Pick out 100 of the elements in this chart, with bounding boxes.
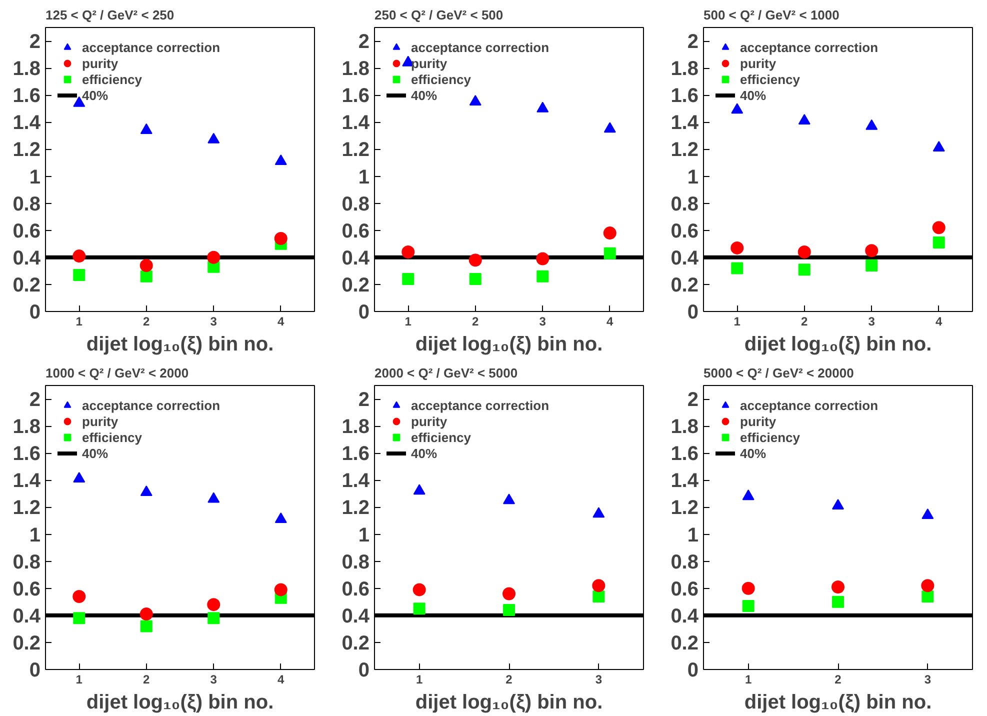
y-tick-label: 0.4 <box>12 605 42 628</box>
legend-label: acceptance correction <box>740 397 878 413</box>
y-tick-label: 0 <box>687 302 698 324</box>
y-tick-label: 1.8 <box>342 58 370 80</box>
y-tick-label: 1.2 <box>670 139 699 162</box>
legend-label: efficiency <box>411 71 471 87</box>
y-tick-label: 0 <box>29 660 40 682</box>
x-axis-title: dijet log₁₀(ξ) bin no. <box>415 334 603 356</box>
y-tick-label: 1.8 <box>670 416 699 438</box>
y-tick-label: 0.6 <box>670 578 699 600</box>
y-tick-label: 0 <box>358 302 370 324</box>
x-tick-label: 2 <box>506 672 513 686</box>
chart-title: 1000 < Q² / GeV² < 2000 <box>46 366 189 380</box>
y-tick-label: 1.2 <box>342 139 370 162</box>
y-tick-label: 0.8 <box>342 551 370 574</box>
y-tick-label: 0.6 <box>12 220 41 242</box>
legend-label: purity <box>411 413 448 429</box>
y-tick-label: 0.6 <box>12 578 41 600</box>
y-tick-label: 1.2 <box>342 497 370 520</box>
y-tick-label: 1.6 <box>342 443 370 466</box>
y-tick-label: 0.8 <box>12 551 41 574</box>
y-tick-label: 0 <box>29 302 40 324</box>
x-tick-label: 1 <box>744 672 752 686</box>
x-axis-title: dijet log₁₀(ξ) bin no. <box>86 692 274 714</box>
y-tick-label: 1 <box>687 166 698 188</box>
y-tick-label: 1.4 <box>342 112 370 134</box>
y-tick-label: 1 <box>358 166 370 188</box>
y-tick-label: 1.4 <box>670 470 700 492</box>
y-tick-label: 1 <box>29 166 40 188</box>
legend-label: efficiency <box>82 429 142 445</box>
legend-label: efficiency <box>411 429 471 445</box>
y-tick-label: 0 <box>358 660 370 682</box>
legend-label: 40% <box>740 87 766 103</box>
legend-label: acceptance correction <box>740 39 878 55</box>
y-tick-label: 0.2 <box>342 632 370 654</box>
y-tick-label: 1.8 <box>670 58 699 80</box>
y-tick-label: 1.4 <box>12 470 42 492</box>
y-tick-label: 2 <box>29 31 40 54</box>
y-tick-label: 1 <box>687 524 698 546</box>
chart-title: 5000 < Q² / GeV² < 20000 <box>704 366 854 380</box>
x-tick-label: 4 <box>278 672 285 686</box>
y-tick-label: 0 <box>687 660 698 682</box>
x-tick-label: 1 <box>416 672 423 686</box>
y-tick-label: 0.4 <box>12 247 42 270</box>
chart-title: 250 < Q² / GeV² < 500 <box>374 8 504 22</box>
y-tick-label: 0.4 <box>670 605 700 628</box>
legend-label: purity <box>82 413 118 429</box>
y-tick-label: 0.4 <box>342 247 370 270</box>
legend-label: efficiency <box>740 429 800 445</box>
y-tick-label: 2 <box>687 31 698 54</box>
x-tick-label: 4 <box>278 314 285 328</box>
x-tick-label: 3 <box>595 672 602 686</box>
legend-label: efficiency <box>82 71 142 87</box>
legend-label: 40% <box>411 87 438 103</box>
legend-label: purity <box>411 55 448 71</box>
legend-label: purity <box>740 55 776 71</box>
x-tick-label: 2 <box>143 314 150 328</box>
legend-label: 40% <box>411 445 438 461</box>
y-tick-label: 0.2 <box>12 632 41 654</box>
y-tick-label: 0.6 <box>342 578 370 600</box>
y-tick-label: 1.4 <box>342 470 370 492</box>
y-tick-label: 0.8 <box>670 193 699 216</box>
x-tick-label: 1 <box>76 314 83 328</box>
x-tick-label: 1 <box>734 314 741 328</box>
y-tick-label: 2 <box>687 389 698 412</box>
x-axis-title: dijet log₁₀(ξ) bin no. <box>86 334 274 356</box>
legend-label: 40% <box>82 445 108 461</box>
y-tick-label: 0.6 <box>670 220 699 242</box>
legend-label: purity <box>740 413 776 429</box>
legend-label: acceptance correction <box>411 39 550 55</box>
y-tick-label: 1.6 <box>12 443 41 466</box>
legend-label: acceptance correction <box>82 39 220 55</box>
y-tick-label: 1.2 <box>12 497 41 520</box>
y-tick-label: 0.2 <box>12 274 41 296</box>
legend-label: acceptance correction <box>411 397 550 413</box>
legend-label: efficiency <box>740 71 800 87</box>
y-tick-label: 1.4 <box>12 112 42 134</box>
y-tick-label: 1.4 <box>670 112 700 134</box>
y-tick-label: 1.6 <box>342 85 370 108</box>
y-tick-label: 0.4 <box>342 605 370 628</box>
y-tick-label: 0.6 <box>342 220 370 242</box>
y-tick-label: 0.2 <box>342 274 370 296</box>
y-tick-label: 0.8 <box>342 193 370 216</box>
y-tick-label: 1.8 <box>12 416 41 438</box>
y-tick-label: 2 <box>29 389 40 412</box>
y-tick-label: 1 <box>358 524 370 546</box>
chart-title: 2000 < Q² / GeV² < 5000 <box>374 366 518 380</box>
y-tick-label: 1.8 <box>12 58 41 80</box>
y-tick-label: 1.6 <box>670 443 699 466</box>
x-tick-label: 1 <box>76 672 83 686</box>
y-tick-label: 1.6 <box>670 85 699 108</box>
x-tick-label: 3 <box>210 672 218 686</box>
y-tick-label: 1.6 <box>12 85 41 108</box>
x-tick-label: 4 <box>936 314 943 328</box>
legend-label: acceptance correction <box>82 397 220 413</box>
y-tick-label: 0.4 <box>670 247 700 270</box>
x-tick-label: 3 <box>210 314 218 328</box>
legend-label: 40% <box>740 445 766 461</box>
y-tick-label: 2 <box>358 389 370 412</box>
chart-title: 125 < Q² / GeV² < 250 <box>46 8 174 22</box>
